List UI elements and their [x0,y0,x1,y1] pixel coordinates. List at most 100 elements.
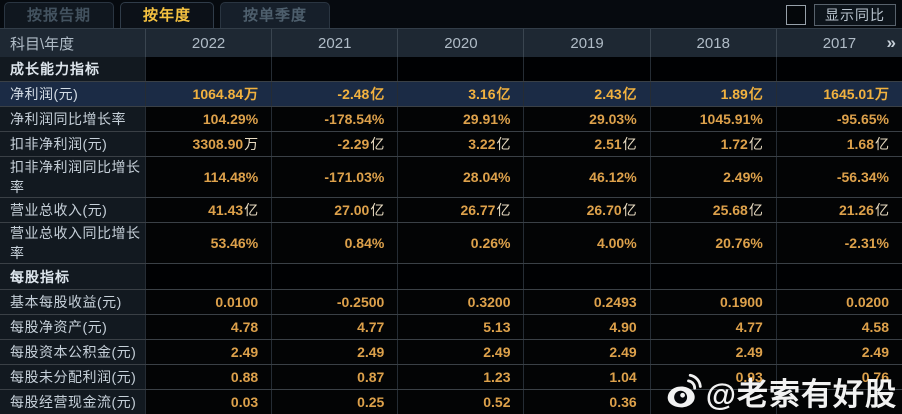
value-cell [523,57,650,82]
header-corner-label: 科目\年度 [10,35,75,53]
value-cell: 0.3200 [397,289,524,314]
header-year-2017: 2017» [775,29,902,57]
value-cell: 3.22 亿 [397,132,524,157]
value-cell: 2.43 亿 [523,82,650,107]
value-cell [271,264,398,289]
value-cell: 104.29% [145,107,272,132]
value-cell: 0.76 [775,364,902,389]
value-cell: -2.29 亿 [271,132,398,157]
table-row-highlight[interactable]: 净利润(元) 1064.84 万 -2.48 亿 3.16 亿 2.43 亿 1.89 亿 1645.… [0,81,902,107]
value-cell: 4.77 [271,314,398,339]
value-cell: -2.31% [775,223,902,264]
header-year-2020: 2020 [397,29,523,57]
value-cell [397,264,524,289]
value-cell: 0.0100 [145,289,272,314]
show-yoy-button[interactable]: 显示同比 [814,4,896,26]
value-cell: 2.49 [523,339,650,364]
value-cell: 2.49 [775,339,902,364]
value-cell [145,264,272,289]
value-number: 1064.84 [192,86,244,103]
table-row-data[interactable]: 每股经营现金流(元) 0.03 0.25 0.52 0.36 [0,388,902,414]
value-cell: 4.77 [649,314,776,339]
value-unit: 亿 [748,202,763,219]
value-cell: 1645.01 万 [775,82,902,107]
value-number: -2.29 [337,136,370,153]
table-row-data[interactable]: 每股资本公积金(元) 2.49 2.49 2.49 2.49 2.49 2.49 [0,338,902,364]
value-cell: -2.48 亿 [271,82,398,107]
value-cell [649,264,776,289]
value-unit: 亿 [748,136,763,153]
value-cell: 1.23 [397,364,524,389]
value-cell: 0.1900 [649,289,776,314]
table-row-data[interactable]: 营业总收入同比增长率 53.46% 0.84% 0.26% 4.00% 20.76% -2.… [0,222,902,264]
value-cell: 1.04 [523,364,650,389]
value-number: 1.68 [846,136,874,153]
table-row-data[interactable]: 扣非净利润(元) 3308.90 万 -2.29 亿 3.22 亿 2.51 亿 1.72 亿 1.6… [0,131,902,157]
value-cell: -178.54% [271,107,398,132]
value-cell: 3308.90 万 [145,132,272,157]
tab-by-year[interactable]: 按年度 [120,2,215,28]
table-row-section: 每股指标 [0,263,902,289]
value-cell: 1.68 亿 [775,132,902,157]
value-cell: 2.49 [649,339,776,364]
table-row-data[interactable]: 每股净资产(元) 4.78 4.77 5.13 4.90 4.77 4.58 [0,313,902,339]
value-number: 25.68 [712,202,748,219]
value-unit: 万 [244,86,259,103]
value-cell: 4.00% [523,223,650,264]
value-number: 26.77 [460,202,496,219]
value-cell: 0.26% [397,223,524,264]
value-cell: 1045.91% [649,107,776,132]
value-number: 1.89 [720,86,748,103]
value-cell: 1064.84 万 [145,82,272,107]
value-cell: 0.03 [145,389,272,414]
table-row-data[interactable]: 营业总收入(元) 41.43 亿 27.00 亿 26.77 亿 26.70 亿 25.68 亿 21… [0,197,902,223]
more-columns-icon[interactable]: » [886,33,897,52]
value-unit: 亿 [622,202,637,219]
row-label: 扣非净利润(元) [0,132,145,157]
value-cell: 4.78 [145,314,272,339]
header-year-2021: 2021 [271,29,397,57]
value-unit: 亿 [496,86,511,103]
value-unit: 亿 [874,136,889,153]
table-row-data[interactable]: 基本每股收益(元) 0.0100 -0.2500 0.3200 0.2493 0.1900… [0,288,902,314]
tab-by-quarter[interactable]: 按单季度 [220,2,331,28]
value-number: 2.43 [594,86,622,103]
row-label: 营业总收入同比增长率 [0,223,145,264]
table-row-data[interactable]: 扣非净利润同比增长率 114.48% -171.03% 28.04% 46.12% 2.4… [0,156,902,198]
value-cell [775,57,902,82]
value-number: 21.26 [838,202,874,219]
value-unit: 亿 [748,86,763,103]
value-cell: 29.03% [523,107,650,132]
header-year-2018: 2018 [649,29,776,57]
value-cell: 26.70 亿 [523,198,650,223]
value-cell: 0.0200 [775,289,902,314]
value-cell: 5.13 [397,314,524,339]
value-number: 1.72 [720,136,748,153]
value-unit: 亿 [370,136,385,153]
value-cell: -171.03% [271,157,398,198]
value-number: 2.51 [594,136,622,153]
value-cell [775,264,902,289]
value-cell: 0.36 [523,389,650,414]
value-cell: 0.87 [271,364,398,389]
table-row-data[interactable]: 每股未分配利润(元) 0.88 0.87 1.23 1.04 0.93 0.76 [0,363,902,389]
row-label: 每股资本公积金(元) [0,339,145,364]
table-header-row: 科目\年度 2022 2021 2020 2019 2018 2017» [0,28,902,57]
value-unit: 亿 [622,86,637,103]
value-unit: 亿 [370,86,385,103]
row-label: 成长能力指标 [0,57,145,82]
value-unit: 万 [244,136,259,153]
row-label: 每股经营现金流(元) [0,389,145,414]
show-yoy-checkbox[interactable] [786,5,806,25]
value-cell: 2.49 [271,339,398,364]
value-cell: 0.25 [271,389,398,414]
tab-by-report-period[interactable]: 按报告期 [4,2,115,28]
value-unit: 亿 [370,202,385,219]
value-number: 3.16 [468,86,496,103]
value-unit: 亿 [244,202,259,219]
row-label: 每股净资产(元) [0,314,145,339]
table-row-data[interactable]: 净利润同比增长率 104.29% -178.54% 29.91% 29.03% 1045.… [0,106,902,132]
table-body: 成长能力指标 净利润(元) 1064.84 万 -2.48 亿 3.16 亿 2.43 亿 1.89… [0,57,902,414]
financials-table: 科目\年度 2022 2021 2020 2019 2018 2017» 成长能力指标净利润… [0,28,902,414]
